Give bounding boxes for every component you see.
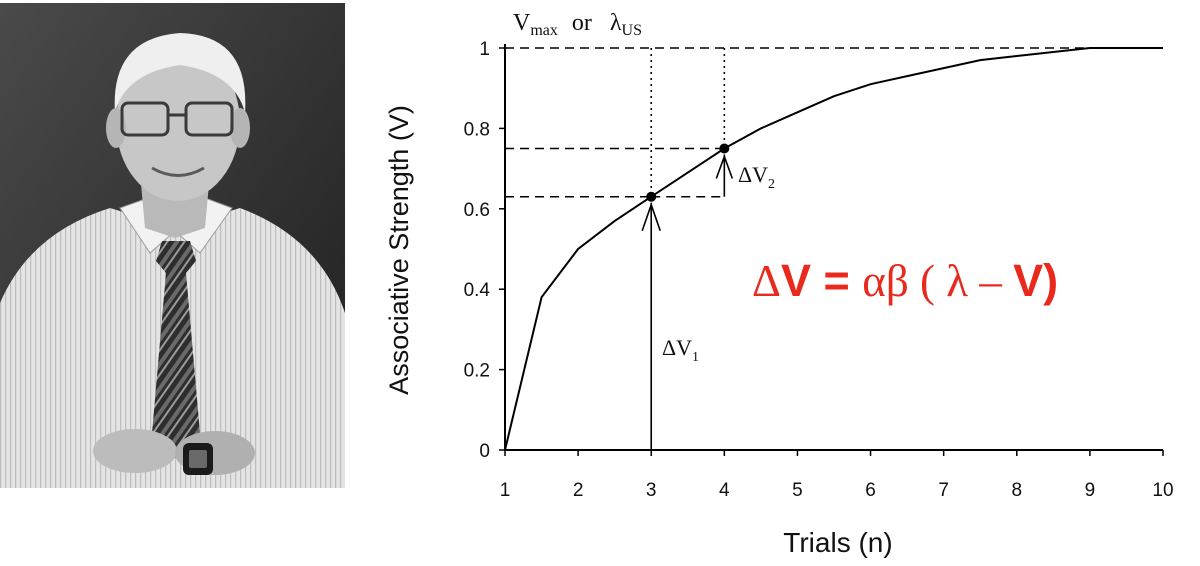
annotation-dv2-sub: 2 [768,177,775,192]
equation-open-paren: ( [909,256,947,306]
or-label: or [572,10,592,36]
x-tick-label: 8 [1011,480,1022,501]
equation-v: V [781,255,811,306]
annotation-dv1: ΔV1 [662,335,699,365]
hand-left [93,429,177,473]
equation-lambda: λ [946,256,968,306]
y-tick-label: 0.4 [464,280,491,301]
wristwatch-face [189,450,207,468]
y-tick-label: 0.2 [464,361,490,382]
equation-equals: = [811,255,862,306]
x-tick-label: 2 [573,480,584,501]
ear-right [230,108,250,148]
x-tick-label: 1 [500,480,511,501]
vmax-subscript: max [530,22,558,39]
x-axis-label: Trials (n) [783,527,892,558]
glasses-right-lens [184,101,234,137]
hair [114,33,246,113]
y-tick-label: 1 [479,39,490,60]
delta-v2-arrowhead [715,154,734,179]
y-tick-label: 0 [479,441,490,462]
y-axis-label: Associative Strength (V) [384,105,414,395]
lambda-label: λ [610,10,622,36]
x-tick-label: 9 [1085,480,1096,501]
annotation-dv1-main: ΔV [662,335,692,360]
y-tick-label: 0.8 [464,119,490,140]
data-point [719,143,730,154]
equation-close-paren: ) [1043,255,1058,306]
learning-curve-line [504,47,1163,451]
equation-v-second: V [1013,255,1043,306]
chart-guides [505,47,1163,198]
tick-labels: 1 2 3 4 5 6 7 8 9 10 0 0.2 0.4 0.6 0.8 1 [464,39,1174,501]
y-tick-label: 0.6 [464,200,490,221]
x-tick-label: 6 [865,480,876,501]
annotation-dv1-sub: 1 [692,350,699,365]
x-tick-label: 7 [938,480,949,501]
chart-axes [499,44,1164,456]
x-tick-label: 5 [792,480,803,501]
vmax-label: V [513,10,531,36]
annotation-dv2: ΔV2 [738,162,775,192]
delta-v1-arrowhead [641,202,661,232]
equation-minus: – [968,256,1013,306]
x-tick-label: 3 [646,480,657,501]
portrait-photo [0,3,345,488]
lambda-subscript: US [622,22,642,39]
data-point [646,191,657,202]
x-tick-label: 4 [719,480,730,501]
x-tick-label: 10 [1152,480,1173,501]
face [116,45,240,201]
smile [151,166,205,177]
annotation-dv2-main: ΔV [738,162,768,187]
glasses-left-lens [120,101,170,137]
rescorla-wagner-equation: ΔV = αβ ( λ – V) [752,255,1058,306]
equation-delta: Δ [752,256,781,306]
top-label: Vmax or λUS [513,10,642,39]
chart-marks [641,143,734,450]
equation-alpha-beta: αβ [862,256,908,306]
necktie [152,241,200,458]
